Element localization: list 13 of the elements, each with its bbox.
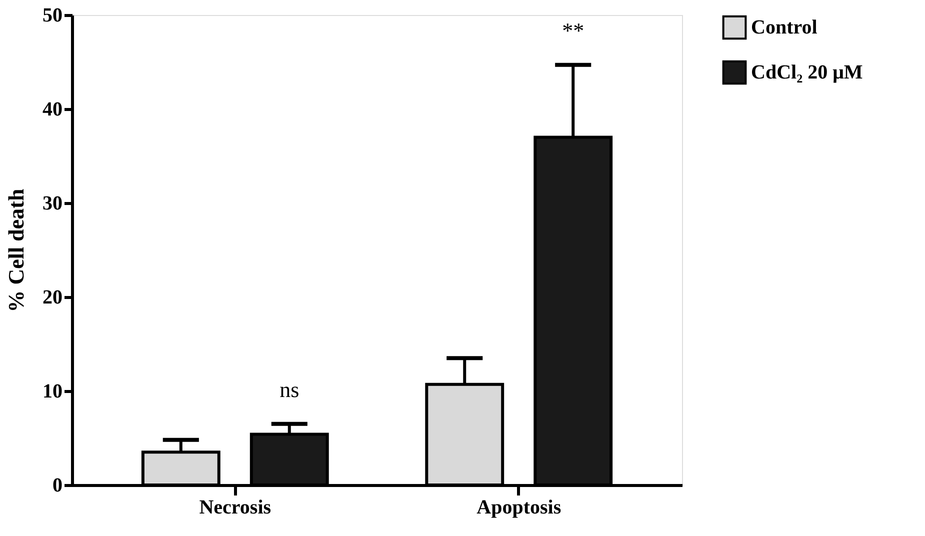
y-axis-title: % Cell death — [4, 188, 28, 312]
y-tick-label: 10 — [42, 380, 62, 402]
legend-label: Control — [751, 16, 818, 38]
y-tick-label: 50 — [42, 4, 62, 26]
annotation: ** — [562, 18, 584, 43]
x-tick-label: Necrosis — [199, 496, 272, 518]
y-tick-label: 20 — [42, 286, 62, 308]
annotation: ns — [280, 376, 300, 402]
legend-label: CdCl₂ 20 μM — [751, 62, 863, 84]
y-tick-label: 30 — [42, 192, 62, 214]
y-tick-label: 0 — [52, 474, 62, 496]
x-tick-label: Apoptosis — [476, 496, 562, 518]
y-tick-label: 40 — [42, 98, 62, 120]
